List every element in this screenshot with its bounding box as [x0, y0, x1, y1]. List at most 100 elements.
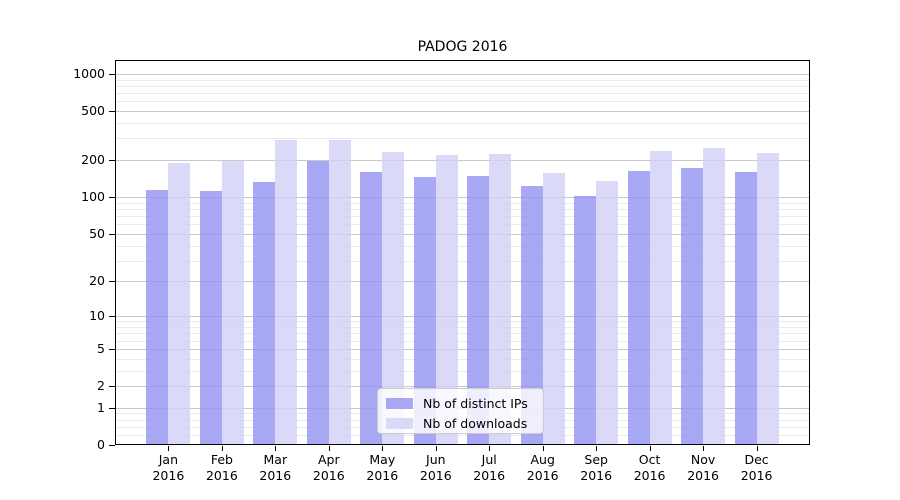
x-tick-year-apr: 2016: [312, 468, 345, 483]
bar-nb-of-downloads-jul: [489, 153, 512, 445]
y-tick-label-1: 1: [97, 399, 105, 415]
legend-row-nb-of-downloads: Nb of downloads: [386, 415, 543, 432]
bar-nb-of-distinct-ips-apr: [306, 161, 329, 445]
bar-nb-of-distinct-ips-feb: [199, 191, 222, 445]
x-tick-label-jan: Jan 2016: [136, 452, 200, 484]
x-tick-mark-feb: [221, 446, 223, 451]
bar-nb-of-downloads-mar: [275, 140, 298, 445]
x-tick-month-feb: Feb: [210, 452, 233, 467]
y-tick-mark-1000: [109, 73, 115, 75]
bar-nb-of-distinct-ips-may: [360, 172, 383, 445]
x-tick-year-jul: 2016: [473, 468, 506, 483]
bar-nb-of-downloads-feb: [221, 160, 244, 445]
x-tick-mark-mar: [275, 446, 277, 451]
x-tick-year-may: 2016: [366, 468, 399, 483]
x-tick-month-jan: Jan: [158, 452, 179, 467]
x-tick-label-nov: Nov 2016: [671, 452, 735, 484]
x-tick-year-dec: 2016: [740, 468, 773, 483]
y-tick-label-10: 10: [89, 308, 105, 324]
x-tick-year-sep: 2016: [580, 468, 613, 483]
x-tick-mark-oct: [649, 446, 651, 451]
y-tick-label-5: 5: [97, 340, 105, 356]
y-tick-mark-50: [109, 233, 115, 235]
bar-nb-of-downloads-sep: [596, 180, 619, 445]
legend-swatch-nb-of-distinct-ips: [386, 398, 413, 409]
x-tick-month-jun: Jun: [426, 452, 446, 467]
y-tick-mark-10: [109, 316, 115, 318]
bar-nb-of-distinct-ips-jul: [467, 175, 490, 445]
x-tick-month-mar: Mar: [263, 452, 288, 467]
x-tick-month-dec: Dec: [744, 452, 769, 467]
x-tick-label-dec: Dec 2016: [725, 452, 789, 484]
x-tick-mark-sep: [596, 446, 598, 451]
x-tick-year-feb: 2016: [205, 468, 238, 483]
y-tick-label-0: 0: [97, 437, 105, 452]
y-tick-mark-0: [109, 445, 115, 446]
x-tick-mark-jun: [435, 446, 437, 451]
x-tick-label-mar: Mar 2016: [243, 452, 307, 484]
y-tick-mark-5: [109, 348, 115, 350]
bar-nb-of-distinct-ips-jun: [413, 177, 436, 445]
y-tick-mark-2: [109, 386, 115, 387]
bar-nb-of-distinct-ips-sep: [574, 196, 597, 445]
y-tick-label-200: 200: [81, 152, 105, 168]
x-tick-label-feb: Feb 2016: [190, 452, 254, 484]
bar-nb-of-distinct-ips-nov: [681, 167, 704, 445]
x-tick-mark-nov: [703, 446, 705, 451]
legend-label-nb-of-downloads: Nb of downloads: [423, 416, 528, 431]
x-tick-month-nov: Nov: [690, 452, 716, 467]
y-tick-label-500: 500: [81, 103, 105, 118]
y-tick-label-50: 50: [89, 225, 105, 241]
x-tick-label-apr: Apr 2016: [297, 452, 361, 484]
bar-nb-of-downloads-may: [382, 151, 405, 445]
x-tick-mark-dec: [756, 446, 758, 451]
y-tick-mark-100: [109, 197, 115, 199]
x-tick-year-aug: 2016: [526, 468, 559, 483]
x-tick-mark-apr: [328, 446, 330, 451]
legend-label-nb-of-distinct-ips: Nb of distinct IPs: [423, 396, 528, 411]
bar-nb-of-downloads-jun: [435, 154, 458, 445]
y-tick-mark-200: [109, 160, 115, 162]
x-tick-label-oct: Oct 2016: [618, 452, 682, 484]
x-tick-year-jan: 2016: [152, 468, 185, 483]
x-tick-mark-aug: [542, 446, 544, 451]
legend-row-nb-of-distinct-ips: Nb of distinct IPs: [386, 395, 543, 412]
x-tick-year-mar: 2016: [259, 468, 292, 483]
legend-swatch-nb-of-downloads: [386, 418, 413, 429]
x-tick-month-apr: Apr: [317, 452, 340, 467]
x-tick-year-jun: 2016: [419, 468, 452, 483]
bar-nb-of-downloads-jan: [168, 162, 191, 445]
legend: Nb of distinct IPs Nb of downloads: [377, 388, 544, 434]
bar-nb-of-distinct-ips-mar: [253, 181, 276, 445]
bar-nb-of-distinct-ips-jan: [146, 190, 169, 445]
y-tick-label-1000: 1000: [73, 65, 105, 81]
x-tick-month-oct: Oct: [638, 452, 661, 467]
y-tick-mark-1: [109, 407, 115, 409]
bar-nb-of-downloads-oct: [649, 150, 672, 445]
x-tick-year-oct: 2016: [633, 468, 666, 483]
x-tick-month-jul: Jul: [481, 452, 497, 467]
x-tick-mark-jan: [168, 446, 170, 451]
bar-nb-of-downloads-apr: [328, 139, 351, 445]
bar-nb-of-distinct-ips-oct: [627, 170, 650, 445]
x-tick-mark-jul: [489, 446, 491, 451]
x-tick-mark-may: [382, 446, 384, 451]
x-tick-label-jul: Jul 2016: [457, 452, 521, 484]
y-tick-label-20: 20: [89, 273, 105, 289]
bar-nb-of-downloads-aug: [542, 173, 565, 445]
y-tick-label-2: 2: [97, 378, 105, 393]
bar-nb-of-downloads-dec: [756, 153, 779, 445]
x-tick-month-aug: Aug: [530, 452, 555, 467]
bar-nb-of-distinct-ips-dec: [734, 171, 757, 445]
x-tick-year-nov: 2016: [687, 468, 719, 483]
x-tick-month-sep: Sep: [584, 452, 608, 467]
y-tick-mark-20: [109, 281, 115, 283]
y-tick-mark-500: [109, 111, 115, 112]
chart-title: PADOG 2016: [417, 39, 508, 55]
x-tick-label-sep: Sep 2016: [564, 452, 628, 484]
bar-nb-of-downloads-nov: [703, 147, 726, 445]
x-tick-label-aug: Aug 2016: [511, 452, 575, 484]
